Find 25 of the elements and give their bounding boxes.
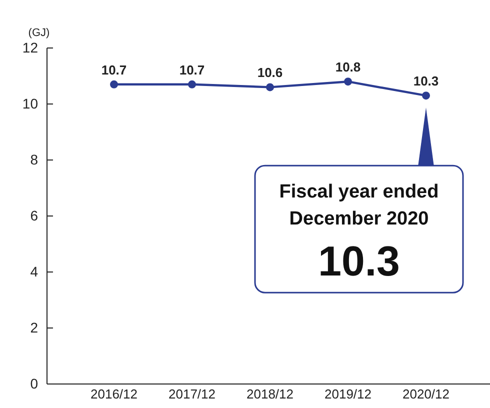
annotation: 10.3 <box>318 238 400 285</box>
y-tick-label: 2 <box>30 319 38 336</box>
x-tick-label: 2020/12 <box>402 386 450 402</box>
y-tick-label: 0 <box>30 375 38 392</box>
x-tick-label: 2019/12 <box>324 386 372 402</box>
data-label: 10.7 <box>179 62 205 78</box>
data-label: 10.6 <box>257 65 283 80</box>
point <box>266 83 274 92</box>
data-label: 10.7 <box>101 62 127 78</box>
x-tick-label: 2017/12 <box>168 386 216 402</box>
annotation: Fiscal year ended December 2020 <box>279 182 439 230</box>
x-tick-label: 2018/12 <box>246 386 294 402</box>
y-tick-label: 8 <box>30 151 38 168</box>
point <box>344 78 352 86</box>
y-tick-label: 4 <box>30 263 38 280</box>
y-tick-label: 12 <box>22 39 38 56</box>
y-axis-title: (GJ) <box>28 27 50 39</box>
point <box>188 80 196 88</box>
point <box>110 80 118 88</box>
data-label: 10.8 <box>335 60 361 75</box>
x-tick-label: 2016/12 <box>90 386 138 402</box>
y-tick-label: 6 <box>30 207 38 224</box>
data-label: 10.3 <box>413 74 439 89</box>
point <box>422 92 430 100</box>
y-tick-label: 10 <box>22 95 38 112</box>
